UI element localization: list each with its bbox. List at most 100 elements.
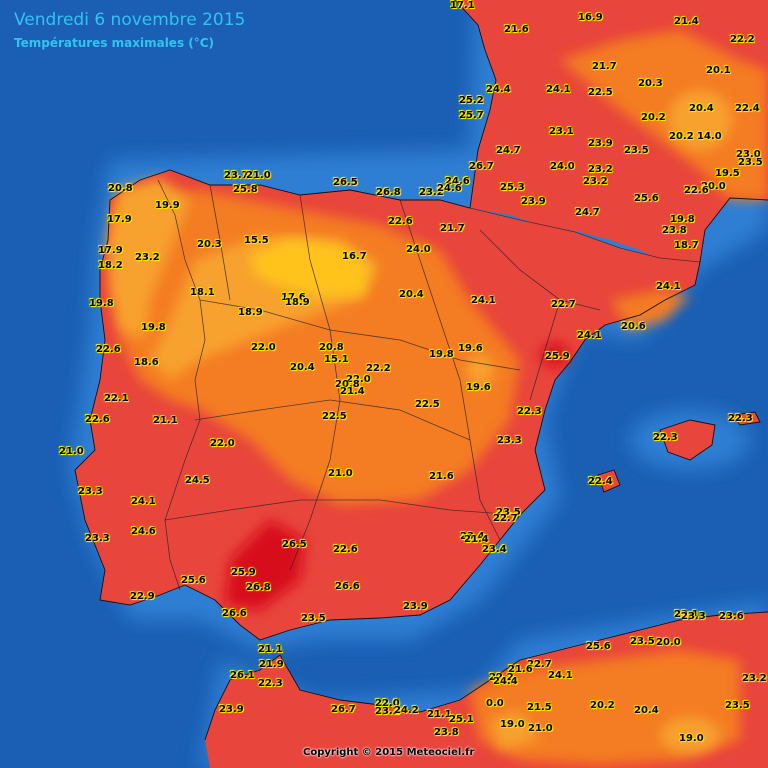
temperature-value: 15.5 — [244, 235, 269, 246]
temperature-value: 26.6 — [335, 581, 360, 592]
temperature-value: 22.3 — [653, 432, 678, 443]
temperature-value: 18.9 — [238, 307, 263, 318]
temperature-value: 22.9 — [130, 591, 155, 602]
temperature-value: 26.7 — [469, 161, 494, 172]
temperature-value: 25.6 — [634, 193, 659, 204]
temperature-value: 21.4 — [674, 16, 699, 27]
temperature-value: 22.7 — [527, 659, 552, 670]
temperature-value: 24.1 — [131, 496, 156, 507]
temperature-value: 22.6 — [684, 185, 709, 196]
temperature-value: 22.6 — [388, 216, 413, 227]
temperature-value: 18.9 — [285, 297, 310, 308]
temperature-value: 23.5 — [738, 157, 763, 168]
temperature-value: 23.3 — [85, 533, 110, 544]
temperature-value: 22.5 — [588, 87, 613, 98]
temperature-value: 24.7 — [575, 207, 600, 218]
temperature-value: 21.1 — [153, 415, 178, 426]
temperature-value: 19.8 — [429, 349, 454, 360]
temperature-value: 22.3 — [258, 678, 283, 689]
temperature-value: 20.8 — [335, 379, 360, 390]
temperature-value: 23.5 — [624, 145, 649, 156]
temperature-value: 24.4 — [486, 84, 511, 95]
temperature-value: 20.4 — [399, 289, 424, 300]
temperature-value: 21.6 — [504, 24, 529, 35]
land-menorca — [733, 412, 760, 425]
temperature-value: 21.5 — [527, 702, 552, 713]
temperature-value: 16.7 — [342, 251, 367, 262]
yellow-zones — [250, 238, 370, 298]
temperature-value: 21.0 — [246, 170, 271, 181]
temperature-value: 22.1 — [104, 393, 129, 404]
temperature-value: 23.7 — [224, 170, 249, 181]
temperature-value: 22.2 — [489, 672, 514, 683]
temperature-value: 24.1 — [656, 281, 681, 292]
temperature-value: 24.2 — [394, 705, 419, 716]
copyright-notice: Copyright © 2015 Meteociel.fr — [303, 747, 475, 758]
temperature-value: 22.6 — [96, 344, 121, 355]
temperature-value: 26.7 — [331, 704, 356, 715]
temperature-value: 25.3 — [500, 182, 525, 193]
temperature-value: 23.6 — [719, 611, 744, 622]
temperature-value: 21.6 — [429, 471, 454, 482]
temperature-value: 22.6 — [333, 544, 358, 555]
temperature-value: 24.0 — [550, 161, 575, 172]
temperature-value: 17.1 — [450, 0, 475, 11]
temperature-value: 15.1 — [324, 354, 349, 365]
temperature-value: 22.2 — [730, 34, 755, 45]
map-title: Vendredi 6 novembre 2015 — [14, 10, 246, 30]
temperature-value: 22.0 — [251, 342, 276, 353]
temperature-value: 20.4 — [634, 705, 659, 716]
temperature-value: 25.2 — [459, 95, 484, 106]
temperature-value: 26.8 — [246, 582, 271, 593]
temperature-value: 25.6 — [181, 575, 206, 586]
temperature-value: 23.2 — [742, 673, 767, 684]
temperature-value: 24.1 — [548, 670, 573, 681]
temperature-value: 23.0 — [736, 149, 761, 160]
temperature-value: 23.2 — [583, 176, 608, 187]
temperature-value: 23.2 — [419, 187, 444, 198]
temperature-value: 21.1 — [427, 709, 452, 720]
temperature-value: 23.3 — [681, 611, 706, 622]
temperature-value: 17.9 — [98, 245, 123, 256]
temperature-value: 22.1 — [674, 609, 699, 620]
temperature-value: 24.7 — [496, 145, 521, 156]
temperature-value: 23.8 — [434, 727, 459, 738]
land-ibiza — [598, 470, 620, 492]
temperature-value: 21.4 — [340, 386, 365, 397]
temperature-value: 23.1 — [549, 126, 574, 137]
temperature-value: 22.4 — [588, 476, 613, 487]
map-subtitle: Températures maximales (°C) — [14, 36, 215, 50]
temperature-value: 23.4 — [482, 544, 507, 555]
temperature-value: 20.4 — [290, 362, 315, 373]
temperature-value: 19.9 — [155, 200, 180, 211]
temperature-value: 25.9 — [545, 351, 570, 362]
temperature-value: 21.6 — [508, 664, 533, 675]
temperature-value: 20.4 — [689, 103, 714, 114]
temperature-value: 18.7 — [674, 240, 699, 251]
temperature-value: 21.4 — [464, 534, 489, 545]
temperature-value: 20.2 — [641, 112, 666, 123]
temperature-value: 26.6 — [222, 608, 247, 619]
temperature-value: 24.0 — [406, 244, 431, 255]
temperature-value: 23.5 — [630, 636, 655, 647]
hot-zones — [225, 343, 569, 610]
temperature-value: 24.6 — [131, 526, 156, 537]
temperature-value: 20.2 — [669, 131, 694, 142]
temperature-value: 20.0 — [656, 637, 681, 648]
temperature-value: 22.0 — [346, 374, 371, 385]
temperature-value: 19.0 — [500, 719, 525, 730]
temperature-value: 25.9 — [231, 567, 256, 578]
temperature-value: 19.5 — [715, 168, 740, 179]
temperature-value: 23.3 — [497, 435, 522, 446]
temperature-value: 16.9 — [578, 12, 603, 23]
temperature-value: 17.9 — [107, 214, 132, 225]
temperature-value: 14.0 — [697, 131, 722, 142]
temperature-value: 23.4 — [460, 531, 485, 542]
temperature-value: 23.2 — [135, 252, 160, 263]
temperature-value: 23.5 — [725, 700, 750, 711]
temperature-value: 24.1 — [471, 295, 496, 306]
temperature-value: 22.6 — [85, 414, 110, 425]
temperature-value: 22.5 — [322, 411, 347, 422]
